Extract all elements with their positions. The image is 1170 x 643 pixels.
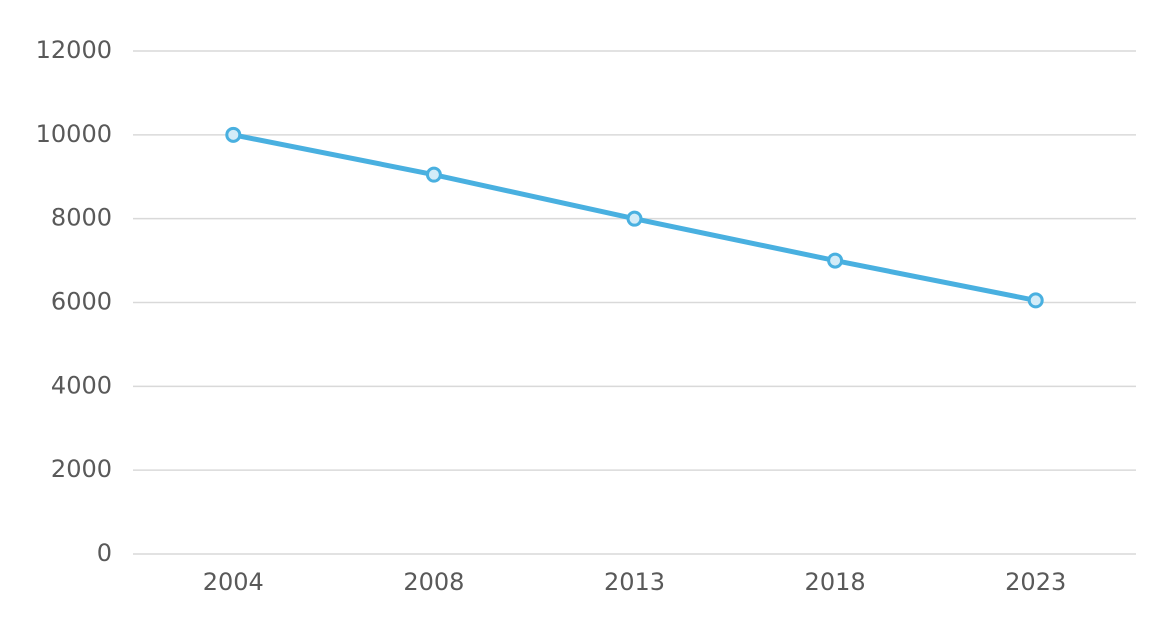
y-tick-label: 6000 <box>51 288 112 316</box>
y-tick-label: 12000 <box>36 36 112 64</box>
marker <box>425 166 442 183</box>
marker <box>225 126 242 143</box>
x-tick-label: 2008 <box>403 568 464 596</box>
y-tick-label: 8000 <box>51 204 112 232</box>
y-tick-label: 2000 <box>51 455 112 483</box>
y-tick-label: 10000 <box>36 120 112 148</box>
x-tick-label: 2018 <box>805 568 866 596</box>
y-tick-label: 4000 <box>51 371 112 399</box>
x-tick-label: 2023 <box>1005 568 1066 596</box>
marker <box>827 252 844 269</box>
x-tick-label: 2013 <box>604 568 665 596</box>
y-tick-label: 0 <box>97 539 112 567</box>
marker <box>626 210 643 227</box>
x-tick-label: 2004 <box>203 568 264 596</box>
marker <box>1027 292 1044 309</box>
